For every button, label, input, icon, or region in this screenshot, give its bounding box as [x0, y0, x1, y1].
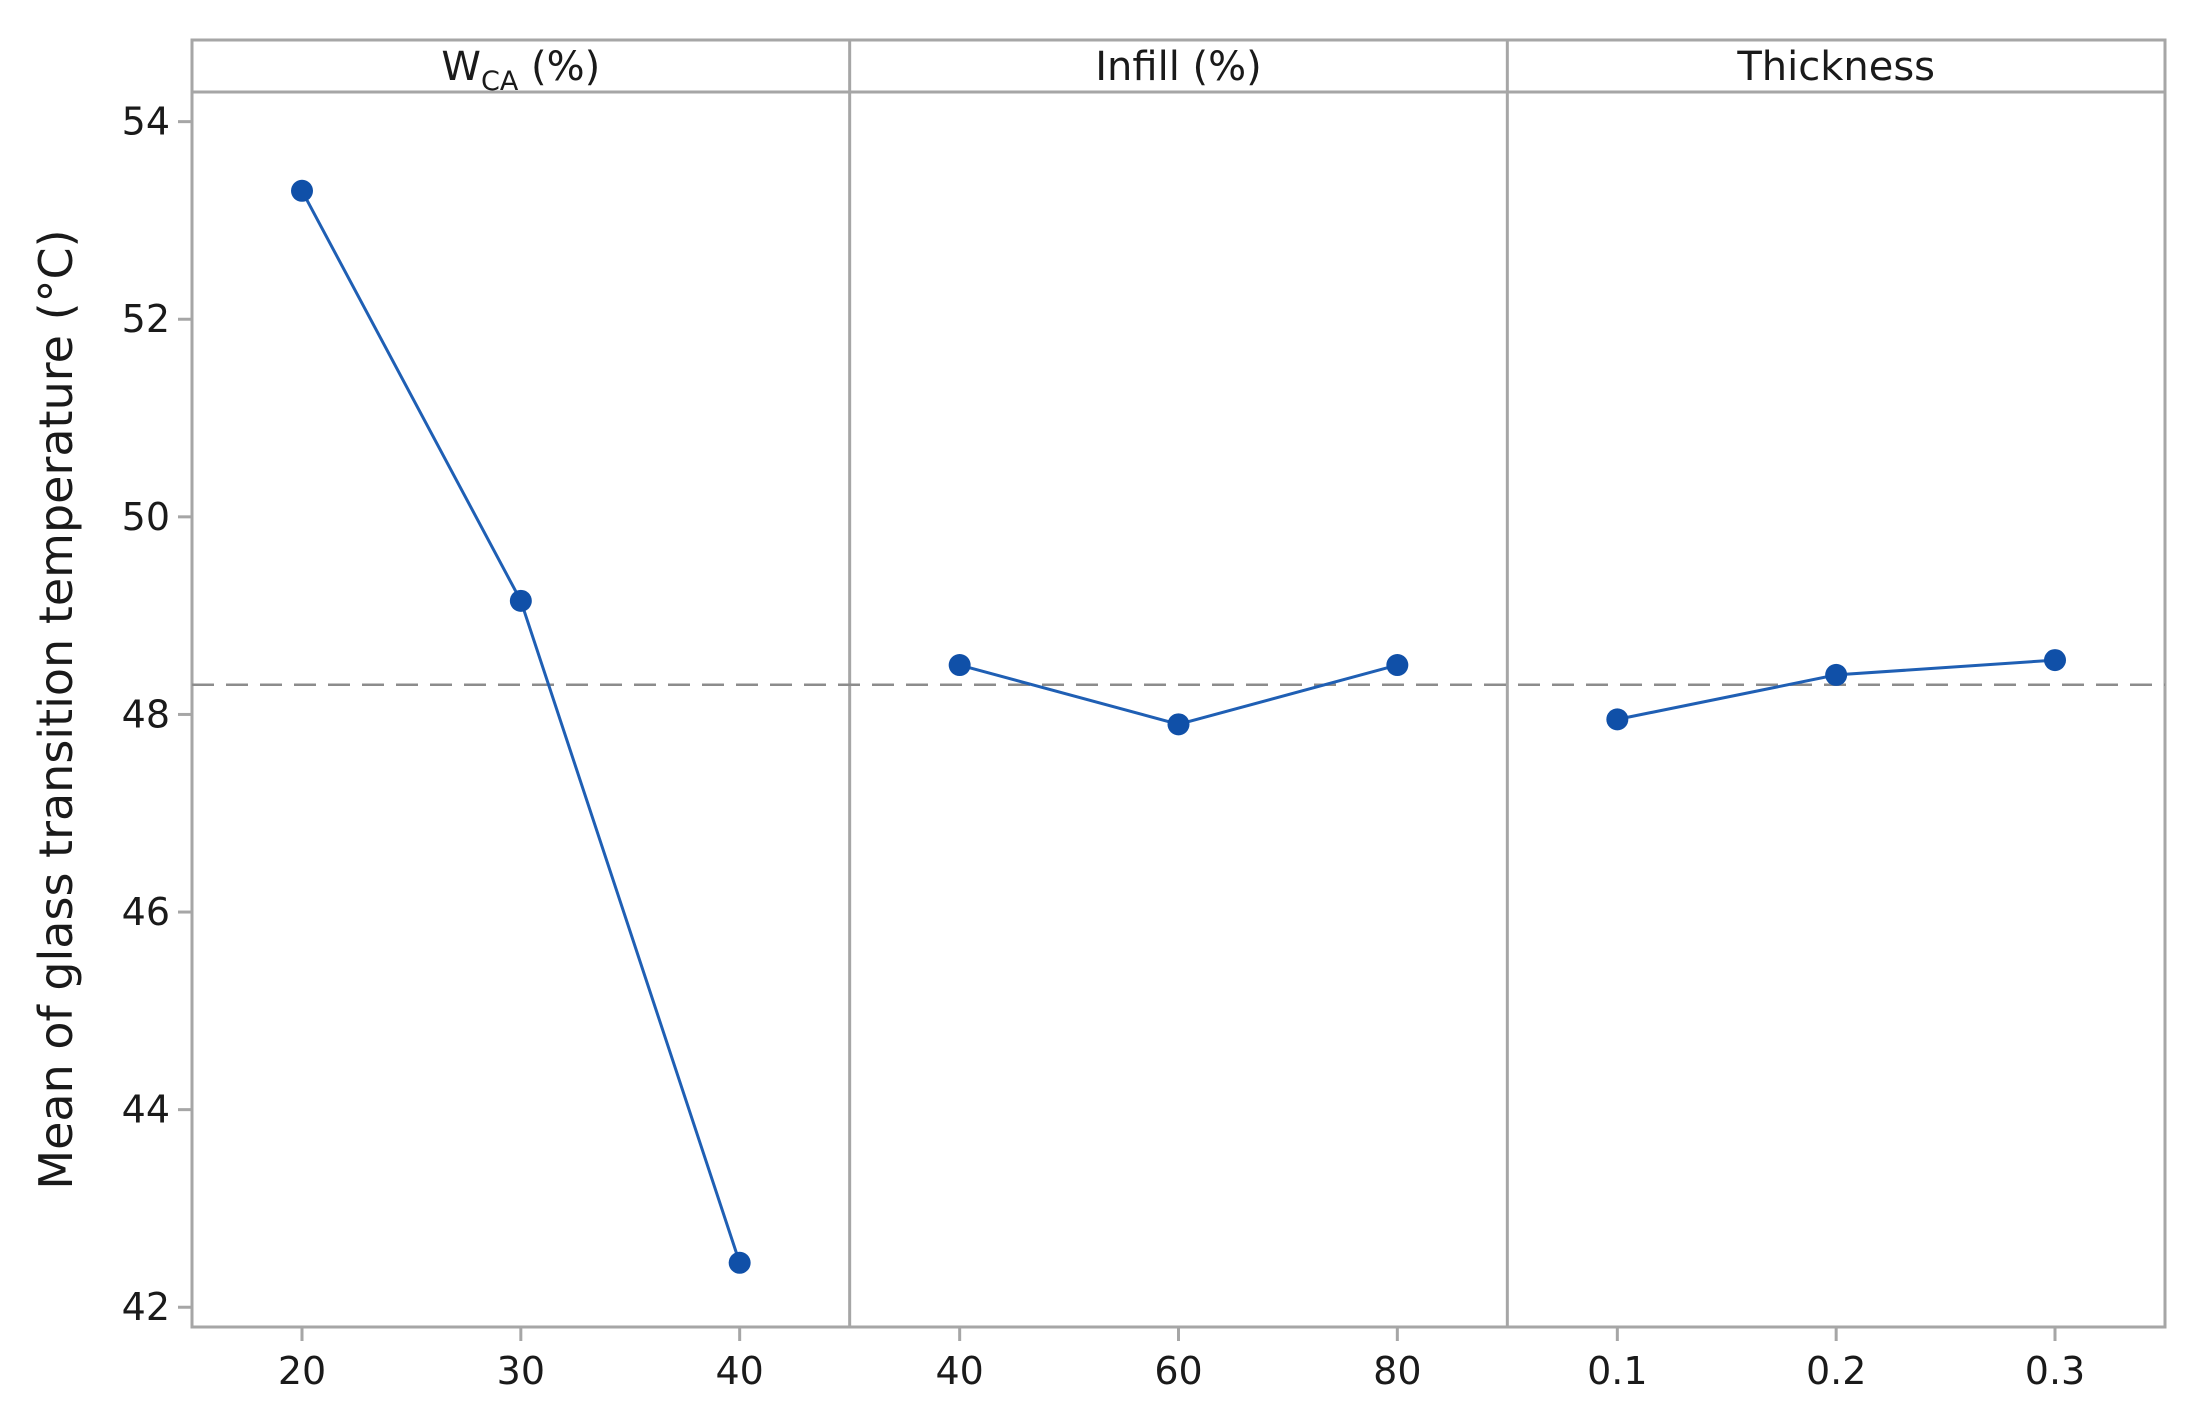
series-layer	[291, 179, 2066, 1274]
x-tick-label-wca: 40	[715, 1349, 763, 1393]
y-tick-label: 46	[122, 890, 170, 934]
x-tick-label-thickness: 0.2	[1806, 1349, 1866, 1393]
panel-header-subscript: CA	[481, 66, 519, 97]
x-tick-label-wca: 30	[497, 1349, 545, 1393]
y-tick-label: 52	[122, 297, 170, 341]
data-point-infill	[1386, 654, 1409, 677]
data-point-thickness	[1825, 663, 1848, 686]
panel-header-thickness: Thickness	[1736, 44, 1935, 90]
series-line-wca	[300, 190, 742, 1264]
text-layer: 42 44 46 48 50 52 54 Mean of glass transition t…	[29, 44, 2085, 1393]
x-tick-label-infill: 40	[935, 1349, 983, 1393]
data-point-thickness	[1606, 708, 1629, 731]
panel-header-wca: WCA (%)	[441, 44, 600, 97]
data-point-wca	[509, 589, 532, 612]
panel-header-main: Infill (%)	[1095, 44, 1262, 90]
data-point-wca	[728, 1251, 751, 1274]
x-tick-label-wca: 20	[278, 1349, 326, 1393]
plot-frame-layer	[178, 38, 2167, 1341]
x-tick-label-thickness: 0.1	[1587, 1349, 1647, 1393]
data-point-thickness	[2044, 649, 2066, 672]
x-tick-label-infill: 60	[1154, 1349, 1202, 1393]
x-tick-label-thickness: 0.3	[2025, 1349, 2085, 1393]
data-point-infill	[1167, 713, 1190, 736]
panel-header-main: W	[441, 44, 481, 90]
y-tick-label: 50	[122, 495, 170, 539]
plot-outer-frame	[190, 38, 2167, 1329]
y-axis-title: Mean of glass transition temperature (°C…	[29, 229, 83, 1189]
panel-header-suffix: (%)	[518, 44, 600, 90]
panel-header-main: Thickness	[1736, 44, 1935, 90]
data-point-infill	[948, 654, 971, 677]
y-tick-label: 44	[122, 1088, 170, 1132]
x-tick-label-infill: 80	[1373, 1349, 1421, 1393]
y-tick-label: 54	[122, 100, 170, 144]
data-point-wca	[291, 179, 313, 202]
y-tick-label: 48	[122, 692, 170, 736]
panel-header-infill: Infill (%)	[1095, 44, 1262, 90]
y-tick-label: 42	[122, 1285, 170, 1329]
